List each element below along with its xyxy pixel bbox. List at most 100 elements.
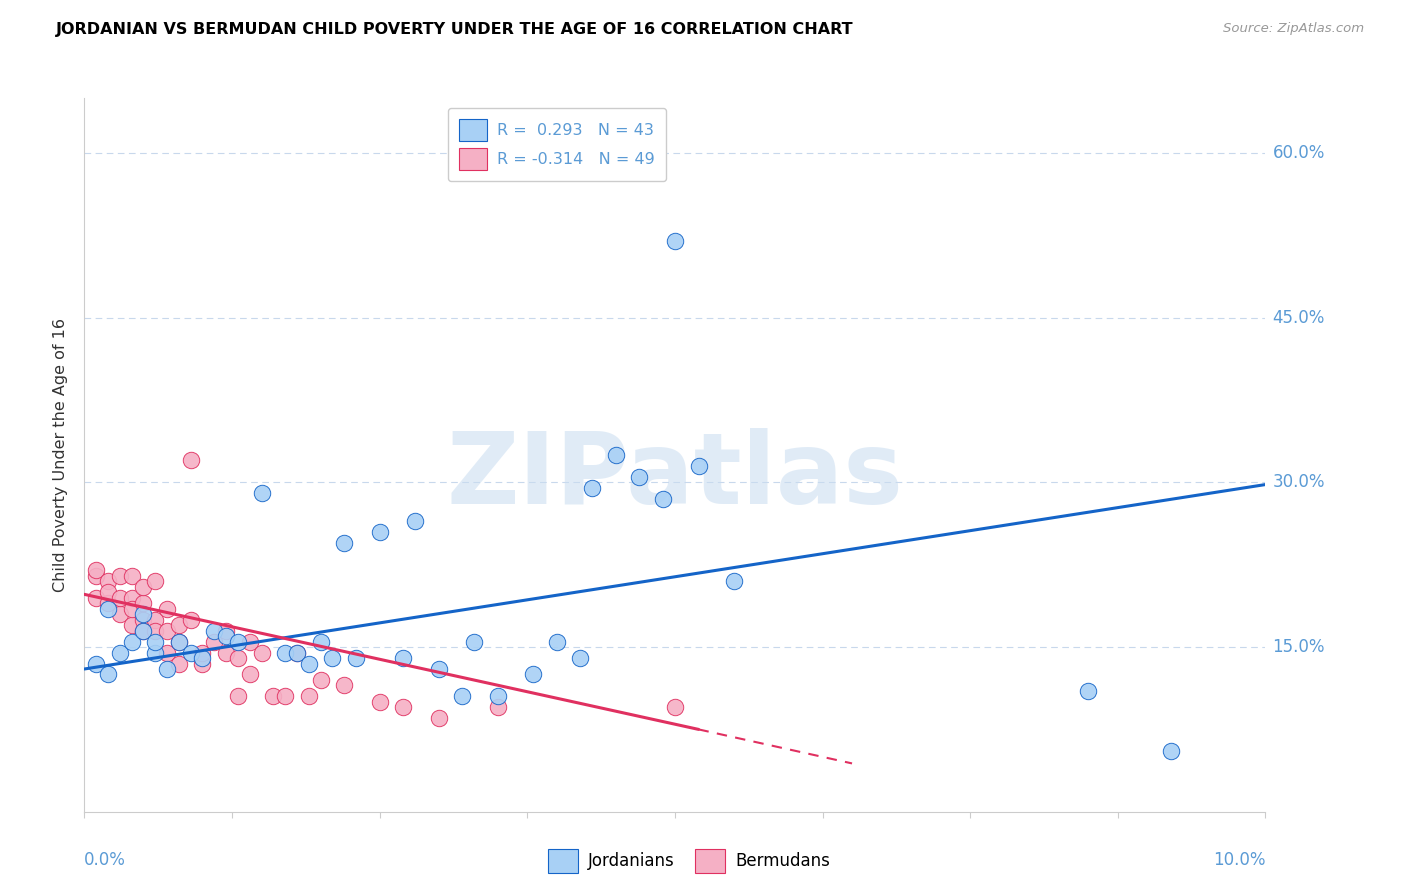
Point	[191, 657, 214, 671]
Point	[156, 601, 179, 615]
Point	[664, 700, 686, 714]
Point	[132, 613, 155, 627]
Point	[451, 690, 474, 704]
Point	[121, 591, 143, 605]
Point	[628, 470, 651, 484]
Point	[226, 690, 249, 704]
Point	[664, 234, 686, 248]
Point	[156, 662, 179, 676]
Point	[569, 651, 592, 665]
Point	[121, 618, 143, 632]
Text: 0.0%: 0.0%	[84, 851, 127, 869]
Point	[202, 634, 225, 648]
Text: 15.0%: 15.0%	[1272, 638, 1324, 656]
Legend: R =  0.293   N = 43, R = -0.314   N = 49: R = 0.293 N = 43, R = -0.314 N = 49	[447, 108, 666, 181]
Text: ZIPatlas: ZIPatlas	[447, 428, 903, 524]
Point	[274, 690, 297, 704]
Point	[121, 634, 143, 648]
Point	[250, 646, 273, 660]
Point	[132, 624, 155, 638]
Point	[298, 657, 321, 671]
Point	[392, 700, 415, 714]
Point	[239, 667, 262, 681]
Point	[581, 481, 603, 495]
Point	[84, 591, 107, 605]
Point	[285, 646, 308, 660]
Point	[262, 690, 284, 704]
Point	[309, 634, 332, 648]
Point	[522, 667, 544, 681]
Point	[143, 634, 166, 648]
Point	[180, 453, 202, 467]
Point	[298, 690, 321, 704]
Point	[180, 646, 202, 660]
Point	[250, 486, 273, 500]
Point	[427, 662, 450, 676]
Point	[167, 634, 190, 648]
Point	[427, 711, 450, 725]
Legend: Jordanians, Bermudans: Jordanians, Bermudans	[541, 842, 837, 880]
Point	[215, 629, 238, 643]
Point	[143, 574, 166, 589]
Point	[97, 601, 120, 615]
Point	[156, 624, 179, 638]
Text: 60.0%: 60.0%	[1272, 144, 1324, 162]
Text: JORDANIAN VS BERMUDAN CHILD POVERTY UNDER THE AGE OF 16 CORRELATION CHART: JORDANIAN VS BERMUDAN CHILD POVERTY UNDE…	[56, 22, 853, 37]
Point	[97, 596, 120, 610]
Point	[226, 651, 249, 665]
Point	[1077, 684, 1099, 698]
Point	[97, 574, 120, 589]
Point	[344, 651, 367, 665]
Point	[167, 634, 190, 648]
Point	[226, 634, 249, 648]
Point	[652, 491, 675, 506]
Point	[191, 646, 214, 660]
Point	[132, 596, 155, 610]
Point	[333, 535, 356, 549]
Point	[121, 601, 143, 615]
Point	[191, 651, 214, 665]
Point	[108, 591, 131, 605]
Text: 10.0%: 10.0%	[1213, 851, 1265, 869]
Point	[215, 646, 238, 660]
Point	[97, 585, 120, 599]
Point	[486, 700, 509, 714]
Point	[132, 580, 155, 594]
Point	[108, 646, 131, 660]
Point	[84, 657, 107, 671]
Point	[239, 634, 262, 648]
Point	[97, 667, 120, 681]
Point	[723, 574, 745, 589]
Point	[274, 646, 297, 660]
Point	[215, 624, 238, 638]
Point	[84, 563, 107, 577]
Point	[368, 695, 391, 709]
Point	[309, 673, 332, 687]
Point	[463, 634, 485, 648]
Point	[167, 657, 190, 671]
Point	[121, 568, 143, 582]
Point	[143, 646, 166, 660]
Point	[333, 678, 356, 692]
Text: Source: ZipAtlas.com: Source: ZipAtlas.com	[1223, 22, 1364, 36]
Text: 45.0%: 45.0%	[1272, 309, 1324, 326]
Point	[486, 690, 509, 704]
Text: 30.0%: 30.0%	[1272, 474, 1324, 491]
Point	[84, 568, 107, 582]
Point	[392, 651, 415, 665]
Point	[108, 568, 131, 582]
Point	[202, 624, 225, 638]
Point	[156, 646, 179, 660]
Point	[132, 624, 155, 638]
Y-axis label: Child Poverty Under the Age of 16: Child Poverty Under the Age of 16	[53, 318, 69, 592]
Point	[368, 524, 391, 539]
Point	[108, 607, 131, 621]
Point	[180, 613, 202, 627]
Point	[605, 448, 627, 462]
Point	[132, 607, 155, 621]
Point	[167, 618, 190, 632]
Point	[1160, 744, 1182, 758]
Point	[143, 624, 166, 638]
Point	[688, 458, 710, 473]
Point	[285, 646, 308, 660]
